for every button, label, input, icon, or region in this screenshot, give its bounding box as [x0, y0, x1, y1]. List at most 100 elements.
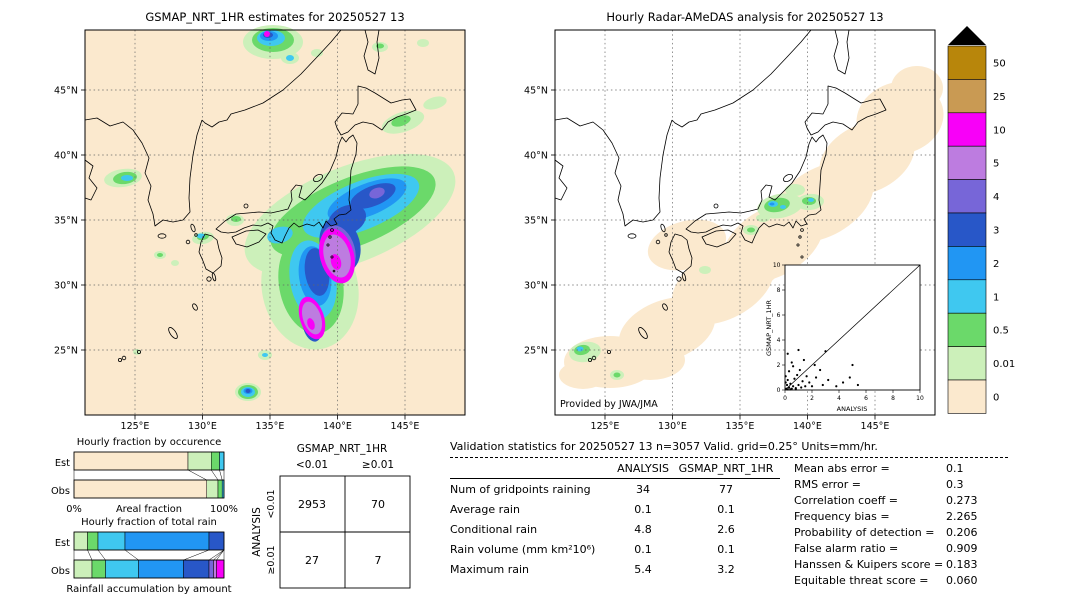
scatter-point: [787, 370, 791, 373]
bar-segment: [124, 531, 210, 551]
bar-segment: [73, 479, 207, 499]
metric-label: Hanssen & Kuipers score =: [794, 558, 944, 571]
metric-value: 0.3: [946, 478, 964, 491]
metric-label: False alarm ratio =: [794, 542, 899, 555]
scatter-point: [805, 375, 808, 378]
colorbar-tick-label: 25: [993, 92, 1006, 103]
scatter-point: [792, 365, 795, 368]
gsmap-map-frame: [84, 29, 466, 416]
inset-y-axis-label: GSMAP_NRT_1HR: [765, 299, 773, 356]
occurrence-stacked-bars: [73, 451, 225, 499]
metric-value: 0.909: [946, 542, 978, 555]
lat-tick-label: 45°N: [54, 86, 78, 97]
contingency-col-group-label: GSMAP_NRT_1HR: [297, 443, 388, 455]
scatter-point: [802, 358, 805, 362]
inset-y-tick-label: 2: [777, 362, 781, 369]
stats-col-gsmap: GSMAP_NRT_1HR: [678, 461, 774, 475]
colorbar-tick-label: 4: [993, 192, 999, 203]
colorbar-cell: [947, 212, 987, 247]
scatter-point: [821, 383, 824, 387]
radar-map-title: Hourly Radar-AMeDAS analysis for 2025052…: [606, 10, 883, 24]
bar-segment: [208, 531, 225, 551]
stats-metric-row: Correlation coeff = 0.273: [794, 493, 978, 509]
bar-segment: [217, 479, 223, 499]
bar-outline: [73, 479, 225, 499]
stats-metric-row: Probability of detection = 0.206: [794, 525, 978, 541]
inset-scatter-plot: 00 2 2 4 4 6 6 8 8 10 10 GSMAP_NRT_1HR ANALYSIS: [765, 262, 924, 413]
colorbar-tick-label: 5: [993, 159, 999, 170]
colorbar-tick-label: 50: [993, 59, 1006, 70]
colorbar-tick-label: 1: [993, 292, 999, 303]
stats-col-analysis: ANALYSIS: [617, 461, 669, 475]
contingency-col-label-dry: <0.01: [296, 459, 328, 471]
stats-table-header: ANALYSIS GSMAP_NRT_1HR: [450, 460, 780, 479]
colorbar-cell: [947, 279, 987, 314]
metric-label: RMS error =: [794, 478, 861, 491]
scatter-point: [784, 375, 787, 378]
stats-table: ANALYSIS GSMAP_NRT_1HR Num of gridpoints…: [450, 460, 780, 579]
occurrence-est-label: Est: [55, 458, 70, 469]
colorbar-overflow-triangle: [948, 26, 986, 45]
scatter-point: [797, 348, 800, 352]
occurrence-obs-label: Obs: [51, 486, 70, 497]
colorbar-cell: [947, 312, 987, 347]
bar-connector: [208, 549, 225, 561]
lon-tick-label: 135°E: [256, 421, 285, 432]
lon-tick-label: 130°E: [188, 421, 217, 432]
contingency-value-misses: 27: [305, 554, 319, 567]
bar-connector: [183, 549, 210, 561]
bar-segment: [73, 451, 189, 471]
scatter-point: [789, 388, 792, 391]
colorbar-cells: 50 25 10 5 4 3 2 1 0.5 0.01 0: [947, 45, 1015, 414]
bar-segment: [91, 559, 106, 579]
bar-segment: [105, 559, 139, 579]
scatter-point: [798, 368, 801, 372]
bar-segment: [211, 451, 220, 471]
scatter-point: [786, 378, 789, 382]
colorbar-tick-label: 0: [993, 393, 999, 404]
totalrain-est-label: Est: [55, 538, 70, 549]
stats-metric-row: Equitable threat score = 0.060: [794, 573, 978, 589]
stats-row: Conditional rain 4.8 2.6: [450, 519, 780, 539]
scatter-point: [789, 382, 792, 385]
scatter-point: [827, 378, 830, 382]
bar-connector: [211, 469, 219, 481]
bar-outline: [73, 451, 225, 471]
scatter-point: [851, 363, 854, 367]
inset-x-tick-label: 0: [783, 395, 787, 402]
bar-segment: [219, 451, 225, 471]
stats-row-label: Average rain: [450, 502, 520, 516]
colorbar-cell: [947, 112, 987, 147]
stats-row-label: Maximum rain: [450, 562, 529, 576]
stats-row: Num of gridpoints raining 34 77: [450, 479, 780, 499]
stats-metrics: Mean abs error = 0.1 RMS error = 0.3 Correla…: [794, 460, 978, 589]
scatter-point: [808, 381, 811, 384]
colorbar-cell: [947, 79, 987, 114]
stats-gsmap-value: 0.1: [717, 502, 735, 516]
gsmap-map-axis-labels: 45°N 40°N 35°N 30°N 25°N 125°E 130°E 135°E 140°E…: [54, 86, 419, 433]
scatter-point: [841, 381, 845, 384]
lon-tick-label: 145°E: [861, 421, 890, 432]
lon-tick-label: 145°E: [391, 421, 420, 432]
lon-tick-label: 125°E: [121, 421, 150, 432]
scatter-point: [835, 385, 838, 388]
colorbar-cell: [947, 246, 987, 281]
stats-row-label: Conditional rain: [450, 522, 538, 536]
metric-label: Frequency bias =: [794, 510, 890, 523]
lon-tick-label: 140°E: [793, 421, 822, 432]
lon-tick-label: 125°E: [591, 421, 620, 432]
inset-y-tick-label: 4: [777, 337, 781, 344]
totalrain-obs-label: Obs: [51, 566, 70, 577]
scatter-point: [796, 373, 799, 377]
lat-tick-label: 45°N: [524, 86, 548, 97]
bar-segment: [73, 531, 88, 551]
scatter-point: [819, 368, 822, 372]
bar-connector: [87, 549, 93, 561]
scatter-point: [814, 376, 818, 379]
radar-map-panel: Hourly Radar-AMeDAS analysis for 2025052…: [524, 10, 944, 433]
scatter-point: [785, 383, 789, 387]
totalrain-stacked-bars: [73, 531, 225, 579]
scatter-point: [813, 363, 816, 367]
radar-map-axis-labels: 45°N 40°N 35°N 30°N 25°N 125°E 130°E 135°E 140°E…: [524, 86, 889, 433]
stats-metric-row: Mean abs error = 0.1: [794, 461, 978, 477]
